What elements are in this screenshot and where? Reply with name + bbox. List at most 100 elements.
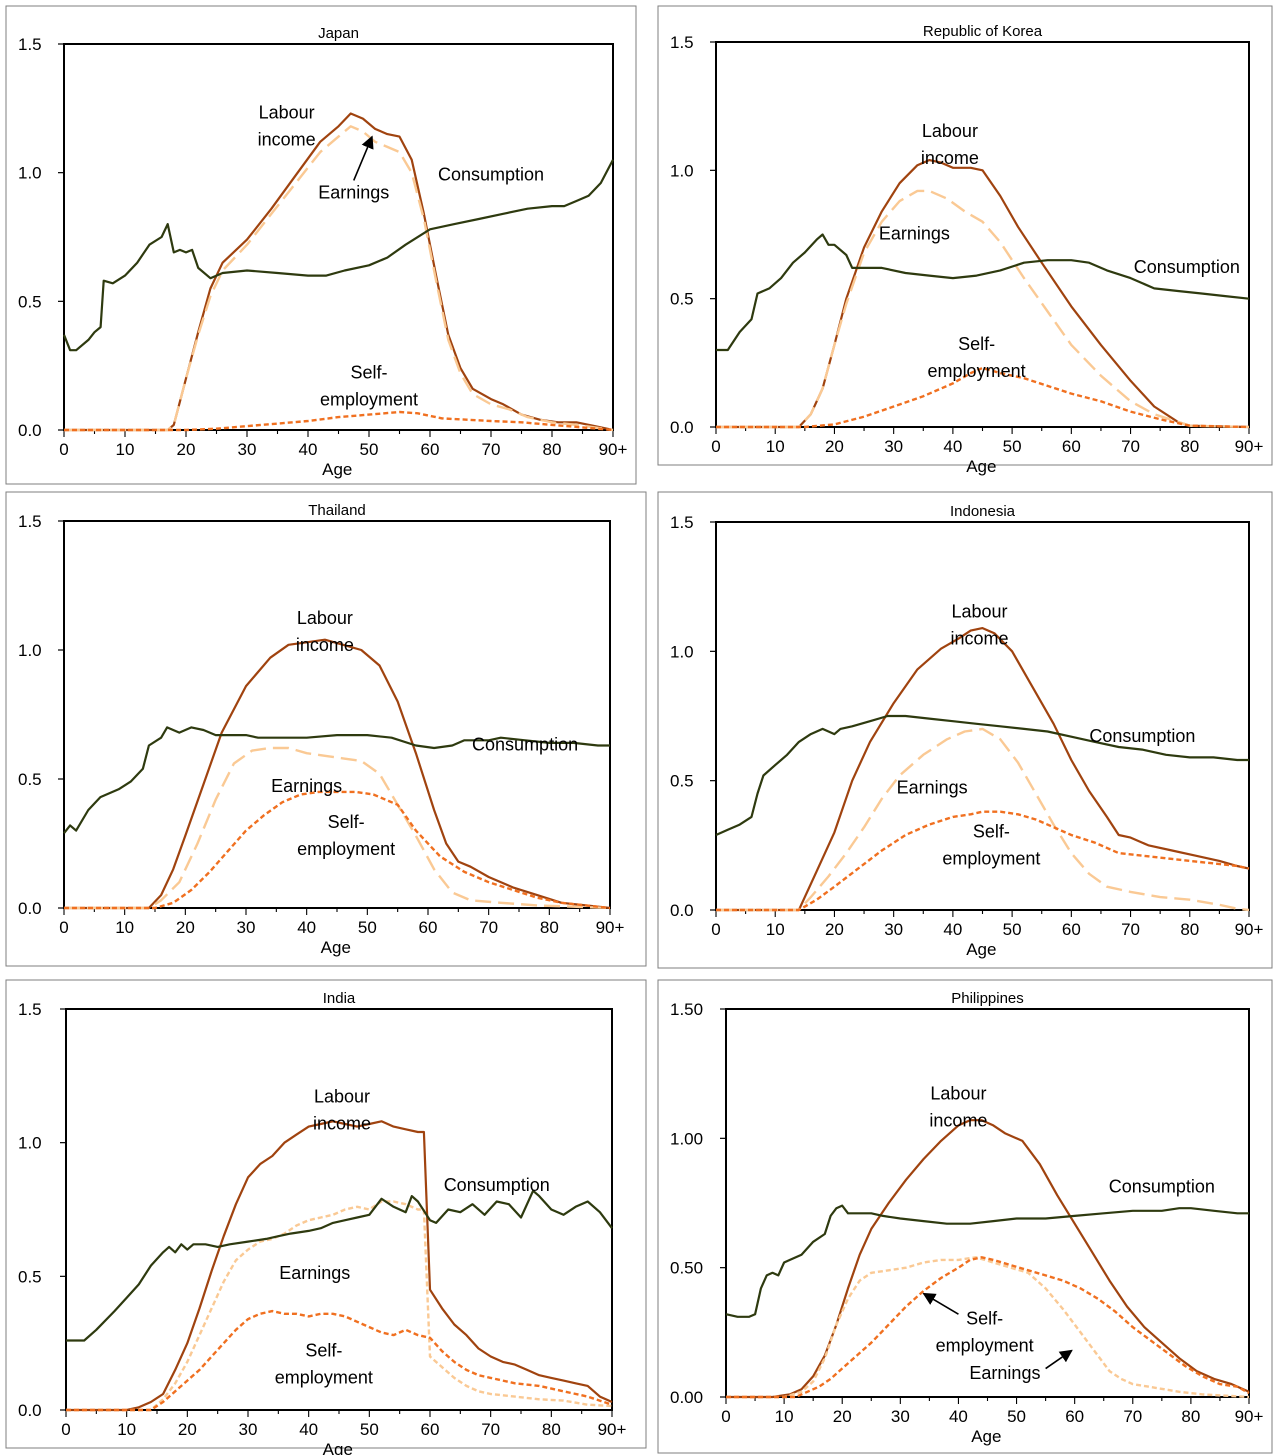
annotation-line: Self- (966, 1309, 1003, 1329)
annotation-line: income (929, 1111, 987, 1131)
chart-title: Japan (318, 25, 359, 42)
series-annotation: Consumption (444, 1175, 550, 1195)
annotation-line: employment (297, 839, 395, 859)
y-tick-label: 1.0 (18, 641, 42, 660)
x-tick-label: 60 (419, 918, 438, 937)
y-tick-label: 1.5 (18, 512, 42, 531)
plot-area (64, 44, 613, 430)
series-annotation: Consumption (1089, 726, 1195, 746)
x-tick-label: 80 (540, 918, 559, 937)
annotation-line: Consumption (438, 164, 544, 184)
y-tick-label: 0.5 (18, 292, 42, 311)
x-tick-label: 30 (891, 1407, 910, 1426)
x-tick-label: 90+ (596, 918, 625, 937)
series-annotation: Consumption (438, 164, 544, 184)
annotation-line: Self- (305, 1341, 342, 1361)
annotation-line: Consumption (472, 735, 578, 755)
x-tick-label: 20 (176, 918, 195, 937)
y-tick-label: 1.0 (18, 1134, 42, 1153)
chart-title: Philippines (951, 990, 1024, 1007)
y-tick-label: 1.0 (670, 161, 694, 180)
annotation-line: Labour (297, 608, 353, 628)
x-tick-label: 50 (358, 918, 377, 937)
x-tick-label: 30 (237, 918, 256, 937)
series-annotation: Earnings (279, 1263, 350, 1283)
x-tick-label: 90+ (599, 440, 628, 459)
x-axis-label: Age (323, 1440, 353, 1455)
x-tick-label: 30 (884, 437, 903, 456)
annotation-line: employment (275, 1368, 373, 1388)
x-tick-label: 90+ (1235, 920, 1264, 939)
x-tick-label: 50 (1007, 1407, 1026, 1426)
annotation-line: Labour (314, 1087, 370, 1107)
x-axis-label: Age (966, 940, 996, 959)
x-tick-label: 70 (482, 440, 501, 459)
x-axis-label: Age (971, 1427, 1001, 1446)
x-tick-label: 50 (360, 440, 379, 459)
x-tick-label: 80 (1181, 1407, 1200, 1426)
series-annotation: Earnings (969, 1363, 1040, 1383)
annotation-line: Earnings (969, 1363, 1040, 1383)
annotation-line: employment (928, 361, 1026, 381)
x-tick-label: 50 (1003, 920, 1022, 939)
x-tick-label: 10 (766, 437, 785, 456)
chart-panel: Japan 0.0 0.5 1.0 1.5 0 10 20 30 40 50 60 70 80 90+ Age… (6, 6, 636, 484)
y-tick-label: 1.0 (670, 642, 694, 661)
x-tick-label: 40 (943, 437, 962, 456)
x-tick-label: 40 (299, 1420, 318, 1439)
annotation-line: income (258, 130, 316, 150)
annotation-line: Consumption (444, 1175, 550, 1195)
x-tick-label: 60 (1065, 1407, 1084, 1426)
x-tick-label: 90+ (1235, 1407, 1264, 1426)
series-annotation: Earnings (318, 182, 389, 202)
y-tick-label: 0.00 (670, 1388, 703, 1407)
x-tick-label: 10 (115, 918, 134, 937)
y-tick-label: 0.0 (18, 899, 42, 918)
x-tick-label: 40 (949, 1407, 968, 1426)
x-tick-label: 60 (421, 440, 440, 459)
y-tick-label: 1.5 (18, 1000, 42, 1019)
y-tick-label: 0.5 (670, 772, 694, 791)
x-tick-label: 0 (61, 1420, 70, 1439)
annotation-line: employment (320, 390, 418, 410)
annotation-line: Labour (952, 602, 1008, 622)
annotation-line: Earnings (318, 182, 389, 202)
x-tick-label: 70 (481, 1420, 500, 1439)
annotation-line: Self- (328, 812, 365, 832)
x-tick-label: 30 (238, 440, 257, 459)
annotation-line: Earnings (879, 224, 950, 244)
chart-panel: Thailand0.00.51.01.50 10 20 30 40 50 60 70 80 90+… (6, 492, 646, 966)
x-axis-label: Age (322, 460, 352, 479)
annotation-line: Labour (930, 1084, 986, 1104)
annotation-line: income (296, 635, 354, 655)
chart-panel: Philippines0.000.501.001.500 10 20 30 40 50 60… (658, 980, 1272, 1453)
x-tick-label: 40 (299, 440, 318, 459)
x-tick-label: 0 (59, 918, 68, 937)
annotation-line: income (921, 148, 979, 168)
x-tick-label: 20 (177, 440, 196, 459)
x-tick-label: 10 (766, 920, 785, 939)
y-tick-label: 0.0 (670, 901, 694, 920)
x-axis-label: Age (321, 938, 351, 957)
y-tick-label: 1.5 (18, 35, 42, 54)
x-tick-label: 0 (711, 920, 720, 939)
y-tick-label: 0.50 (670, 1259, 703, 1278)
y-tick-label: 0.5 (18, 1267, 42, 1286)
x-tick-label: 70 (1121, 437, 1140, 456)
y-tick-label: 0.0 (18, 1401, 42, 1420)
chart-panel: India 0.0 0.5 1.0 1.5 0 10 20 30 40 50 60 70 80 90+ Age… (6, 980, 646, 1455)
series-annotation: Consumption (1109, 1177, 1215, 1197)
x-tick-label: 70 (1123, 1407, 1142, 1426)
x-tick-label: 30 (239, 1420, 258, 1439)
x-tick-label: 90+ (598, 1420, 627, 1439)
x-tick-label: 80 (1180, 437, 1199, 456)
x-tick-label: 40 (943, 920, 962, 939)
annotation-line: Earnings (279, 1263, 350, 1283)
y-tick-label: 1.5 (670, 513, 694, 532)
x-tick-label: 70 (479, 918, 498, 937)
chart-title: Indonesia (950, 503, 1016, 520)
chart-panel: Indonesia 0.0 0.5 1.0 1.5 0 10 20 30 40 50 60 70 80 90… (658, 492, 1272, 968)
series-annotation: Earnings (897, 778, 968, 798)
y-tick-label: 1.50 (670, 1000, 703, 1019)
chart-title: Thailand (308, 502, 366, 519)
